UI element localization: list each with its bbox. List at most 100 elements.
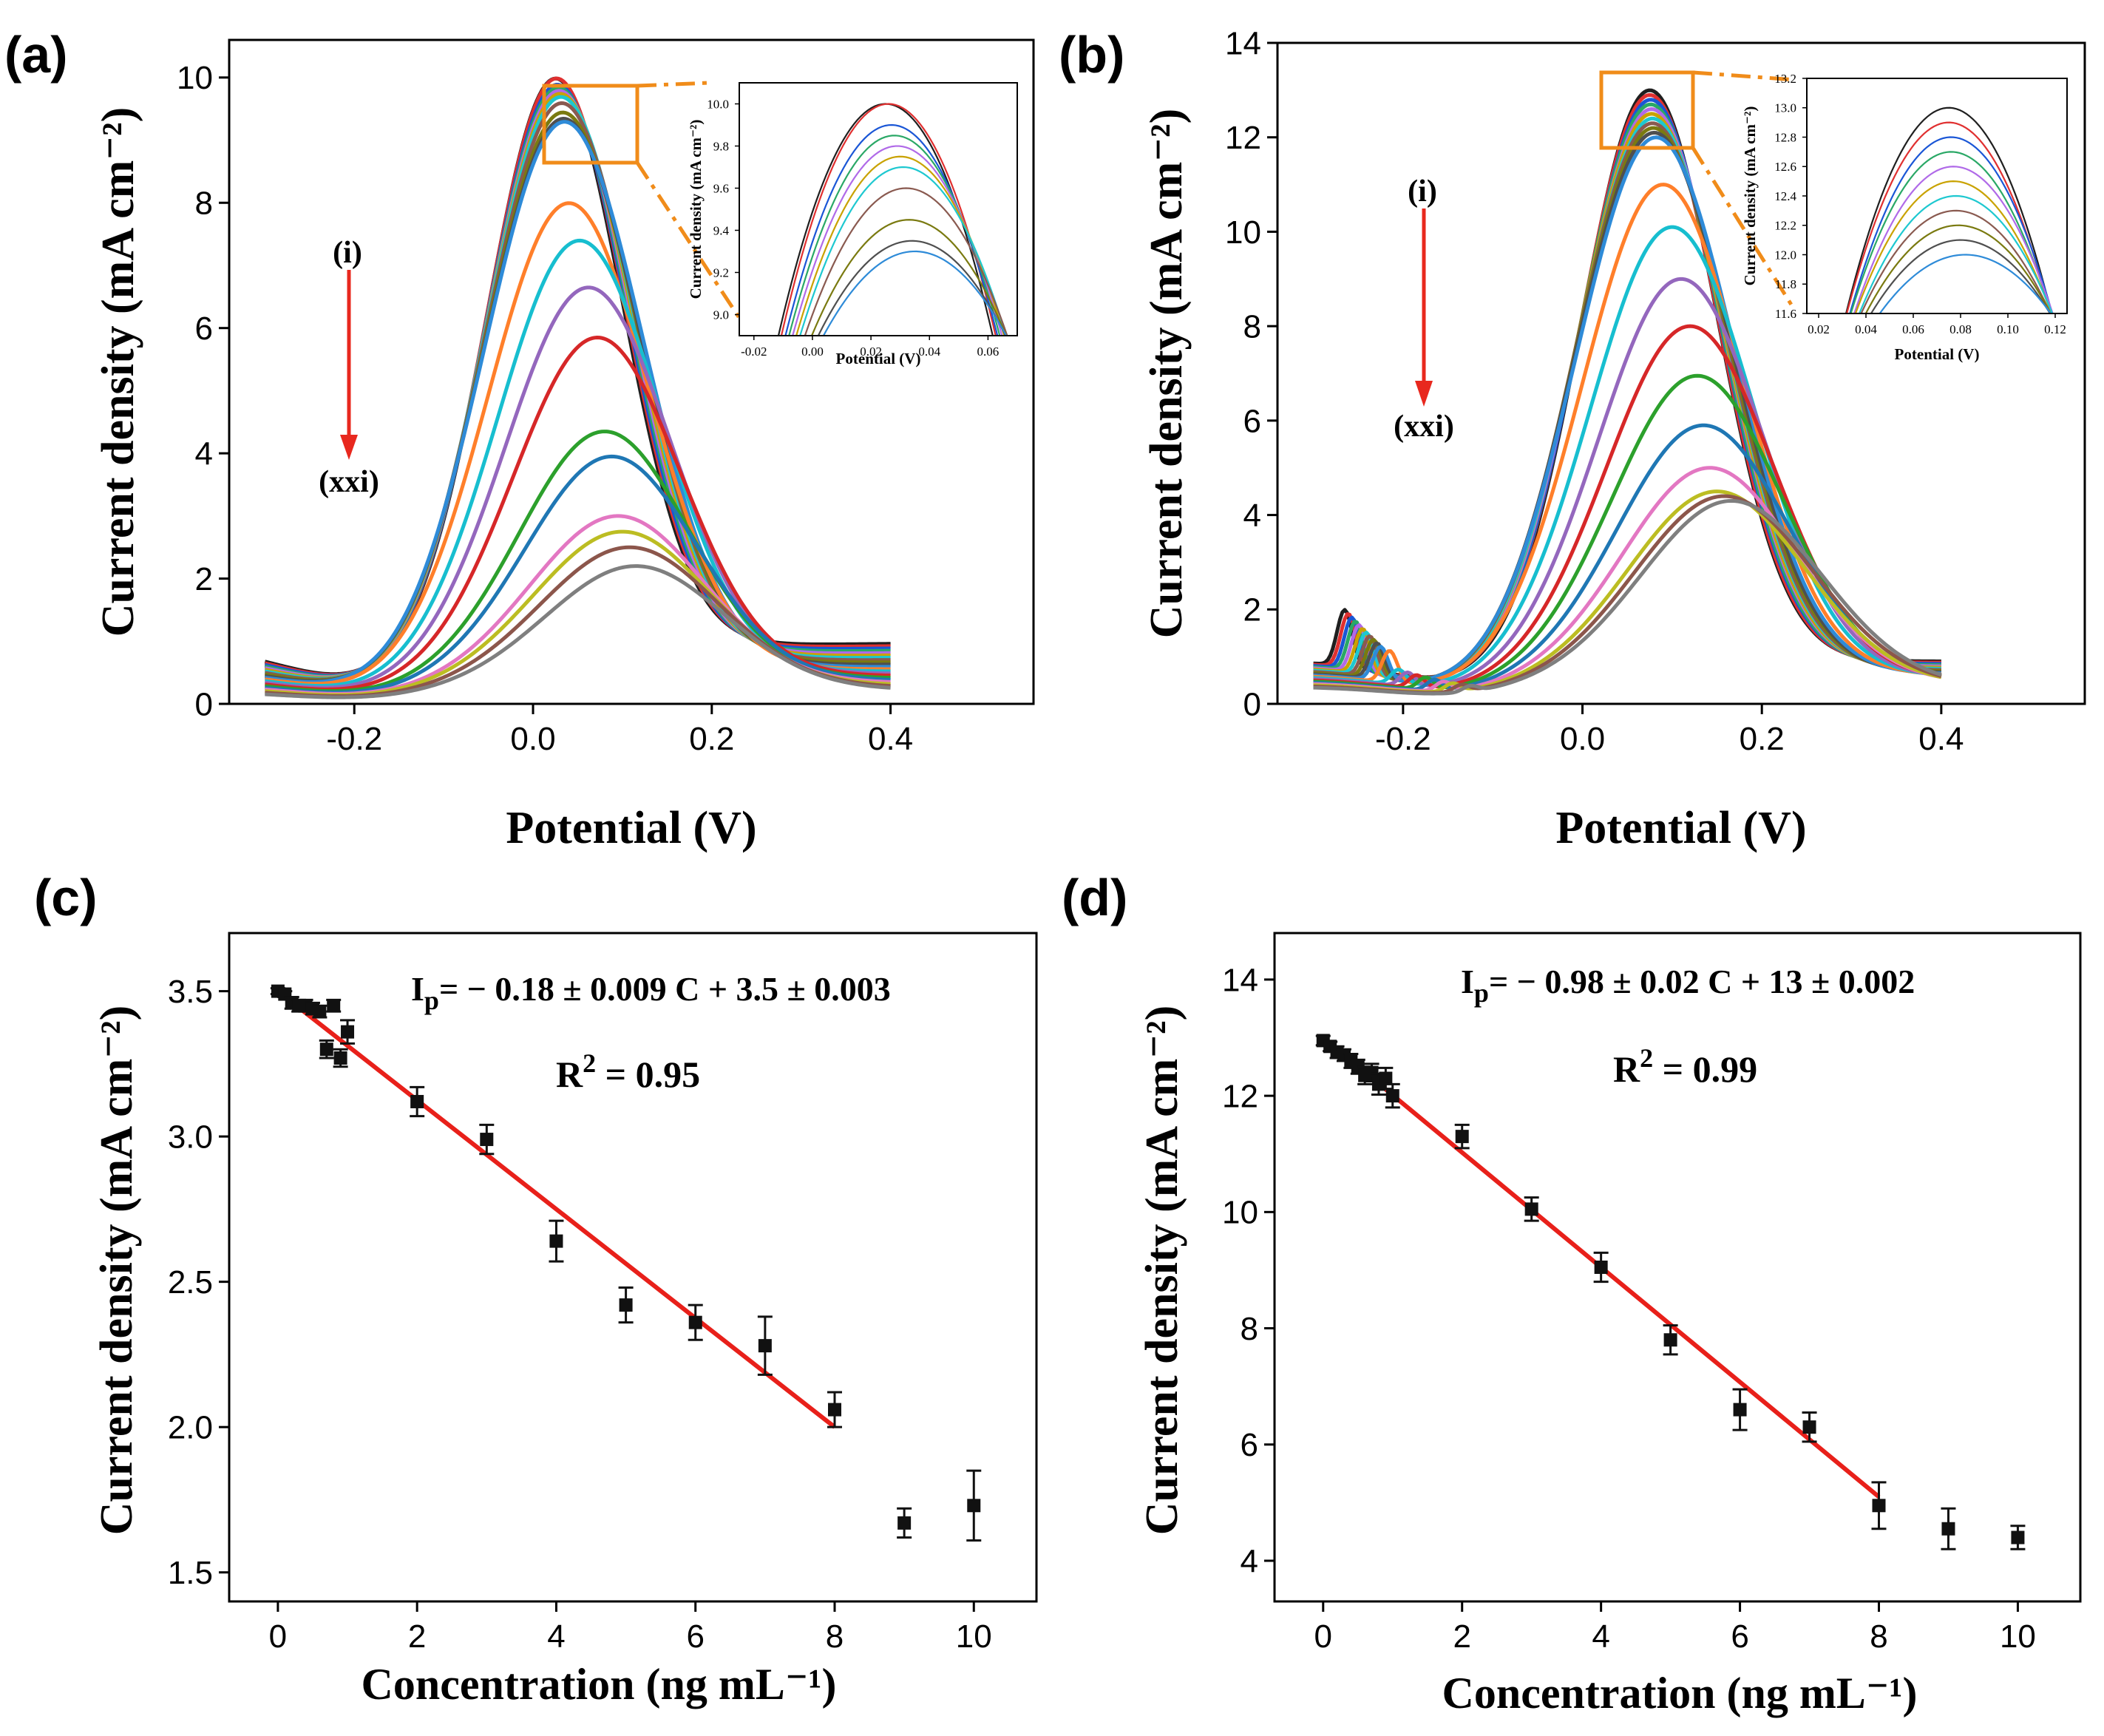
d-y-tick-label: 8 xyxy=(1241,1311,1258,1347)
panel-b-inset-x-label: Potential (V) xyxy=(1895,345,1980,363)
c-x-tick-label: 4 xyxy=(547,1618,565,1655)
panel-b-start-label: (i) xyxy=(1408,174,1437,208)
bi-y-tick-label: 12.4 xyxy=(1774,189,1796,203)
bi-curve xyxy=(1853,166,2054,313)
panel-d: (d) 0 2 4 6 8 10 4 6 8 10 12 14 Concentration (ng … xyxy=(1062,869,2082,1718)
panel-c-r2-rhs: = 0.95 xyxy=(596,1054,700,1095)
a-x-tick-label: 0.4 xyxy=(868,721,913,757)
c-data-point xyxy=(341,1025,355,1039)
panel-d-eq-lhs: I xyxy=(1461,963,1474,1000)
a-x-tick-label: -0.2 xyxy=(326,721,382,757)
c-data-point xyxy=(313,1005,327,1019)
ai-curve xyxy=(817,240,1007,336)
d-x-tick-label: 8 xyxy=(1870,1618,1887,1655)
panel-a-inset-y-label: Current density (mA cm⁻²) xyxy=(687,120,705,299)
bi-curve xyxy=(1854,180,2053,313)
panel-d-x-label: Concentration (ng mL⁻¹) xyxy=(1442,1669,1918,1718)
panel-a-y-axis: 0 2 4 6 8 10 xyxy=(177,60,229,722)
panel-b-arrow-head xyxy=(1415,381,1433,407)
d-data-point xyxy=(1941,1522,1955,1536)
panel-d-r2-rhs: = 0.99 xyxy=(1653,1048,1757,1090)
c-data-point xyxy=(327,999,341,1013)
panel-c-y-axis: 1.5 2.0 2.5 3.0 3.5 xyxy=(168,974,229,1591)
panel-b-y-label: Current density (mA cm⁻²) xyxy=(1141,109,1192,639)
ai-curve xyxy=(804,187,1008,336)
bi-x-tick-label: 0.08 xyxy=(1949,322,1972,336)
panel-a-inset: -0.02 0.00 0.02 0.04 0.06 9.0 9.2 9.4 9.6 9.8 10.… xyxy=(687,82,1018,367)
d-data-point xyxy=(1872,1499,1886,1513)
panel-c-eq-lhs: I xyxy=(411,970,424,1008)
panel-b-zoom-connector-bottom xyxy=(1691,146,1797,312)
bi-curve xyxy=(1845,121,2052,313)
panel-b-end-label: (xxi) xyxy=(1394,410,1454,444)
ai-y-tick-label: 9.8 xyxy=(713,139,729,153)
d-data-point xyxy=(1365,1065,1379,1079)
bi-curve-group xyxy=(1845,106,2054,313)
bi-y-tick-label: 13.2 xyxy=(1774,72,1796,86)
ai-y-tick-label: 10.0 xyxy=(707,97,729,111)
c-data-point xyxy=(828,1403,841,1417)
ai-y-tick-label: 9.6 xyxy=(713,181,729,195)
panel-b-inset-y-label: Current density (mA cm⁻²) xyxy=(1741,106,1759,286)
panel-a-x-axis: -0.2 0.0 0.2 0.4 xyxy=(326,704,913,757)
ai-curve xyxy=(777,103,994,336)
bi-curve xyxy=(1845,106,2053,313)
ai-x-tick-label: 0.04 xyxy=(918,345,940,359)
bi-y-tick-label: 12.8 xyxy=(1774,130,1796,144)
ai-y-tick-label: 9.2 xyxy=(713,265,729,279)
bi-curve xyxy=(1870,239,2052,313)
d-x-tick-label: 6 xyxy=(1731,1618,1748,1655)
panel-b-zoom-box xyxy=(1599,70,1695,150)
panel-a-inset-x-label: Potential (V) xyxy=(836,350,921,367)
panel-a-zoom-connector-bottom xyxy=(635,161,742,319)
d-y-tick-label: 12 xyxy=(1222,1079,1258,1115)
panel-d-equation: Ip= − 0.98 ± 0.02 C + 13 ± 0.002 xyxy=(1461,963,1915,1008)
c-data-point xyxy=(410,1094,424,1108)
panel-a-end-label: (xxi) xyxy=(319,465,379,499)
d-x-tick-label: 4 xyxy=(1592,1618,1609,1655)
d-data-point xyxy=(1455,1130,1469,1144)
ai-x-tick-label: -0.02 xyxy=(741,345,767,359)
bi-y-tick-label: 11.8 xyxy=(1775,277,1796,291)
c-fit-line xyxy=(276,989,836,1429)
bi-x-tick-label: 0.10 xyxy=(1997,322,2019,336)
c-y-tick-label: 1.5 xyxy=(168,1555,213,1591)
d-y-tick-label: 14 xyxy=(1222,962,1258,998)
panel-c-eq-sub: p xyxy=(424,986,439,1015)
panel-c-frame xyxy=(228,932,1038,1603)
panel-a-y-label: Current density (mA cm⁻²) xyxy=(93,107,143,637)
d-data-point xyxy=(1524,1202,1538,1216)
ai-curve xyxy=(822,250,1008,336)
panel-a-inset-frame xyxy=(739,82,1018,336)
panel-a-arrow-head xyxy=(340,435,358,460)
b-x-tick-label: 0.2 xyxy=(1740,721,1785,757)
panel-b: (b) -0.2 0.0 0.2 0.4 0 2 4 6 8 10 12 14 Potential … xyxy=(1059,25,2086,853)
d-data-point xyxy=(1385,1089,1399,1103)
c-y-tick-label: 2.5 xyxy=(168,1264,213,1301)
a-y-tick-label: 4 xyxy=(195,436,213,472)
panel-c-r2-sup: 2 xyxy=(583,1048,596,1078)
b-y-tick-label: 2 xyxy=(1243,592,1261,628)
c-y-tick-label: 3.5 xyxy=(168,974,213,1010)
b-y-tick-label: 6 xyxy=(1243,403,1261,439)
d-data-point xyxy=(1733,1403,1747,1417)
panel-c-points xyxy=(270,984,982,1542)
panel-c-x-axis: 0 2 4 6 8 10 xyxy=(269,1601,992,1655)
bi-curve xyxy=(1879,254,2052,313)
bi-y-tick-label: 12.2 xyxy=(1774,219,1796,233)
b-x-tick-label: 0.0 xyxy=(1560,721,1605,757)
c-data-point xyxy=(480,1133,494,1147)
panel-d-r2: R2 = 0.99 xyxy=(1613,1043,1757,1090)
bi-x-tick-label: 0.04 xyxy=(1855,322,1877,336)
ai-y-tick-label: 9.4 xyxy=(713,223,730,237)
d-data-point xyxy=(1802,1420,1816,1434)
c-x-tick-label: 0 xyxy=(269,1618,287,1655)
c-data-point xyxy=(967,1499,981,1513)
panel-c-r2: R2 = 0.95 xyxy=(556,1048,700,1095)
panel-b-inset: 0.02 0.04 0.06 0.08 0.10 0.12 11.6 11.8 12.0 12.… xyxy=(1741,72,2068,363)
panel-c-y-label: Current density (mA cm⁻²) xyxy=(92,1006,142,1536)
c-x-tick-label: 8 xyxy=(826,1618,844,1655)
bi-x-tick-label: 0.02 xyxy=(1808,322,1830,336)
d-data-point xyxy=(2011,1530,2025,1545)
panel-b-inset-bg xyxy=(1807,78,2067,313)
